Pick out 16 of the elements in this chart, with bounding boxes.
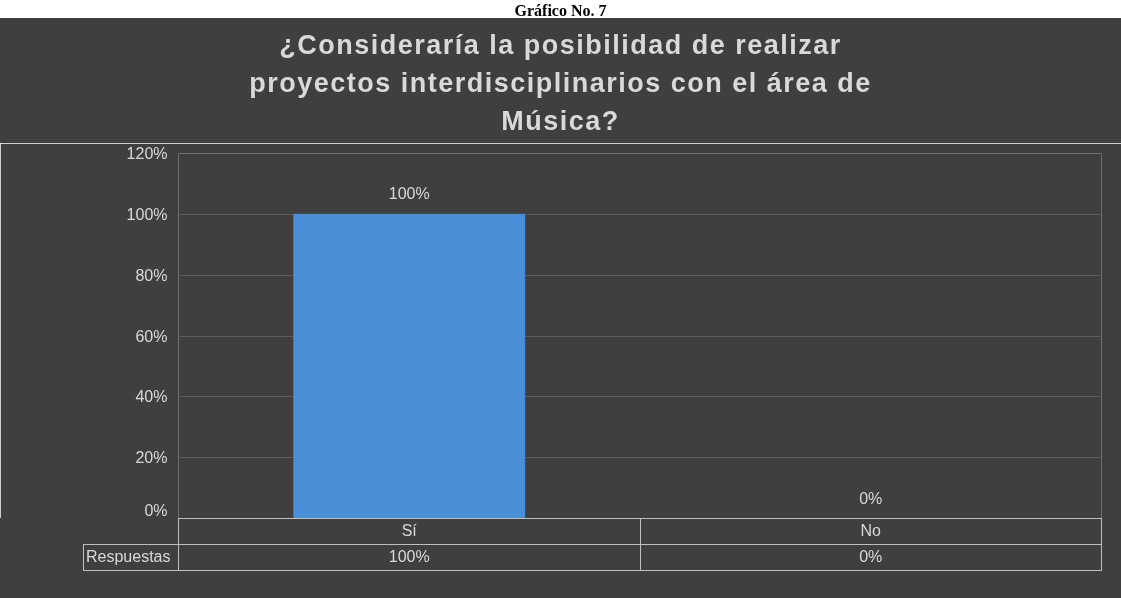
y-tick-label: 120% [126, 145, 168, 162]
x-tick-label: No [640, 518, 1102, 545]
text: 100% [388, 185, 430, 203]
data-label: 100% [178, 544, 640, 571]
y-tick-label: 0% [144, 501, 168, 519]
text: 0% [859, 489, 883, 507]
text: Respuestas [83, 544, 179, 571]
y-tick-label: 60% [135, 327, 168, 345]
y-tick-label: 20% [135, 449, 168, 467]
data-label: 0% [640, 544, 1102, 571]
y-tick-label: 100% [126, 205, 168, 223]
y-tick-label: 80% [135, 266, 168, 284]
text: Gráfico No. 7 [513, 1, 608, 21]
chart-title: ¿Consideraría la posibilidad de realizar proyectos interdisciplinarios con el área de Música? [0, 18, 1121, 140]
y-tick-label: 40% [135, 388, 168, 406]
x-tick-label: Sí [178, 518, 640, 545]
